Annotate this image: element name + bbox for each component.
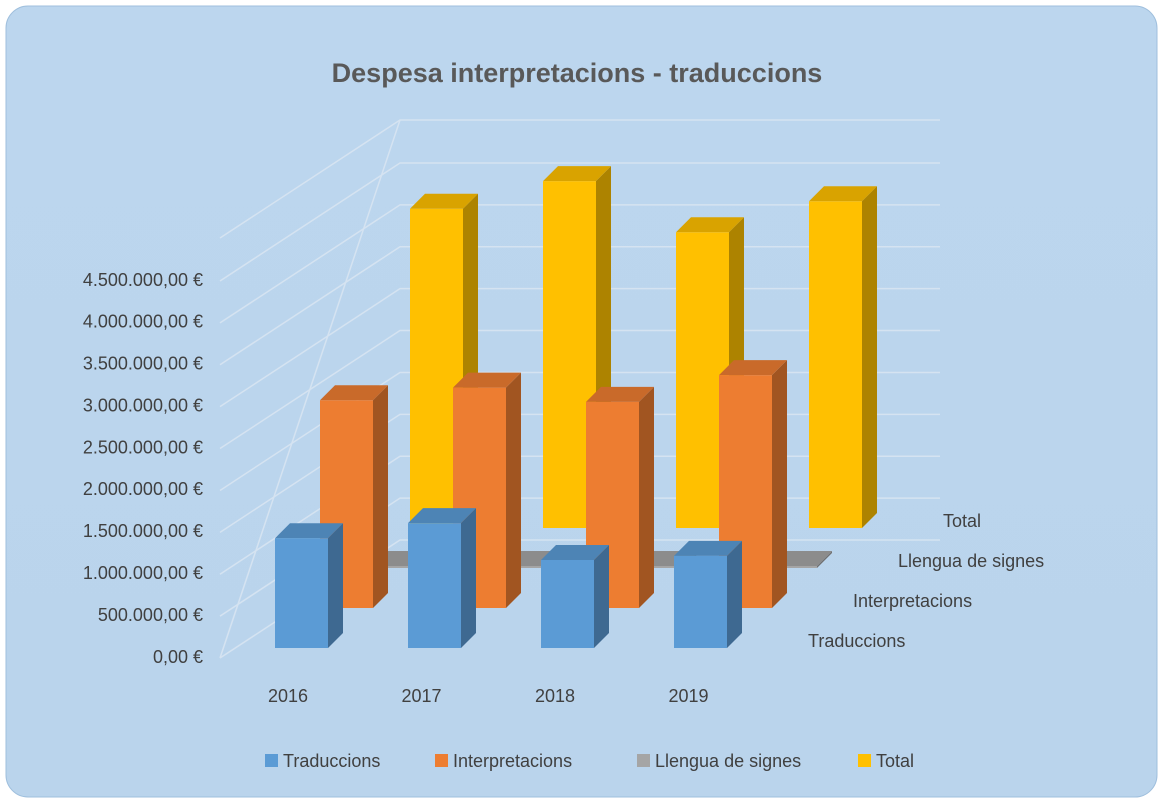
bar-side bbox=[594, 545, 609, 648]
bar-side bbox=[727, 540, 742, 648]
bar-side bbox=[772, 360, 787, 608]
depth-label: Total bbox=[943, 511, 981, 531]
grid-line bbox=[219, 329, 940, 450]
legend-swatch bbox=[858, 754, 871, 767]
bar-side bbox=[639, 386, 654, 608]
y-tick-label: 1.500.000,00 € bbox=[83, 521, 203, 541]
depth-label: Llengua de signes bbox=[898, 551, 1044, 571]
y-tick-label: 0,00 € bbox=[153, 647, 203, 667]
legend-label: Interpretacions bbox=[453, 751, 572, 771]
bar-front bbox=[408, 523, 461, 648]
y-tick-label: 2.500.000,00 € bbox=[83, 437, 203, 457]
legend-swatch bbox=[435, 754, 448, 767]
x-tick-label: 2016 bbox=[268, 686, 308, 706]
y-tick-label: 4.000.000,00 € bbox=[83, 312, 203, 332]
x-tick-label: 2018 bbox=[535, 686, 575, 706]
wall-top-edge bbox=[219, 119, 940, 239]
y-tick-label: 3.000.000,00 € bbox=[83, 395, 203, 415]
depth-label: Interpretacions bbox=[853, 591, 972, 611]
grid-line bbox=[219, 162, 940, 282]
bar-front bbox=[674, 555, 727, 648]
y-tick-label: 2.000.000,00 € bbox=[83, 479, 203, 499]
bar-front bbox=[676, 232, 729, 528]
bar bbox=[275, 523, 343, 648]
bar-front bbox=[541, 560, 594, 648]
x-tick-label: 2017 bbox=[401, 686, 441, 706]
bar-front bbox=[410, 208, 463, 528]
x-tick-label: 2019 bbox=[668, 686, 708, 706]
bar-top bbox=[453, 372, 521, 388]
bar-top bbox=[674, 540, 742, 556]
bar-side bbox=[506, 372, 521, 608]
chart-title: Despesa interpretacions - traduccions bbox=[332, 58, 823, 88]
bar-top bbox=[408, 508, 476, 524]
bar-top bbox=[809, 186, 877, 202]
bar-side bbox=[461, 508, 476, 648]
legend-swatch bbox=[265, 754, 278, 767]
grid-line bbox=[219, 204, 940, 324]
y-tick-label: 1.000.000,00 € bbox=[83, 563, 203, 583]
bar-front bbox=[275, 538, 328, 648]
bar-top bbox=[719, 360, 787, 376]
bar-top bbox=[410, 193, 478, 209]
depth-label: Traduccions bbox=[808, 631, 905, 651]
y-tick-label: 4.500.000,00 € bbox=[83, 270, 203, 290]
bar bbox=[809, 186, 877, 528]
y-tick-label: 500.000,00 € bbox=[98, 605, 203, 625]
bar-top bbox=[320, 385, 388, 401]
bar-front bbox=[543, 181, 596, 528]
legend-label: Total bbox=[876, 751, 914, 771]
legend-label: Traduccions bbox=[283, 751, 380, 771]
bar bbox=[408, 508, 476, 648]
y-tick-label: 3.500.000,00 € bbox=[83, 354, 203, 374]
legend-label: Llengua de signes bbox=[655, 751, 801, 771]
bar-side bbox=[862, 186, 877, 528]
grid-line bbox=[219, 287, 940, 408]
legend-swatch bbox=[637, 754, 650, 767]
bar-front bbox=[809, 201, 862, 528]
bar-top bbox=[676, 217, 744, 233]
bar-side bbox=[373, 385, 388, 608]
bar-side bbox=[817, 551, 832, 568]
grid-line bbox=[219, 246, 940, 366]
bar bbox=[541, 545, 609, 648]
bar-side bbox=[328, 523, 343, 648]
bar-top bbox=[586, 386, 654, 402]
bar-top bbox=[275, 523, 343, 539]
bar-top bbox=[541, 545, 609, 561]
bar-top bbox=[543, 166, 611, 182]
bar bbox=[674, 540, 742, 648]
